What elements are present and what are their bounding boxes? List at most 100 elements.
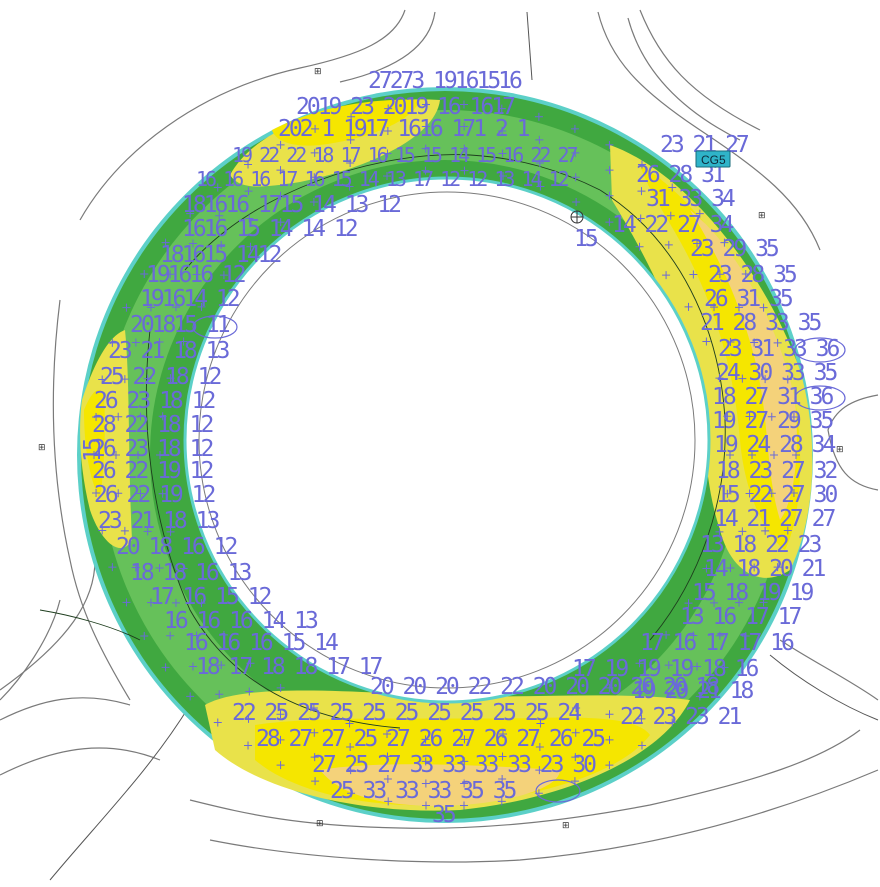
survey-cross [792, 451, 800, 459]
contour-line-east [599, 189, 726, 641]
survey-cross [244, 741, 253, 750]
reading-label: 19 27 29 35 [712, 408, 832, 434]
survey-cross [535, 159, 544, 168]
survey-cross [421, 100, 430, 109]
reading-label: 16 16 16 14 13 [164, 608, 318, 634]
survey-cross [421, 122, 430, 131]
survey-cross [605, 683, 614, 692]
reading-label: 20 18 16 12 [116, 534, 236, 560]
reading-label: 2019 23 2019 16 1617 [296, 94, 515, 120]
zone-east-pale [690, 210, 797, 520]
survey-cross [310, 728, 319, 737]
reading-label: 24 30 33 35 [716, 360, 836, 386]
survey-cross [131, 563, 140, 572]
survey-cross [345, 719, 354, 728]
survey-cross [783, 375, 792, 384]
road-edge-north-line [526, 11, 533, 81]
survey-cross [276, 218, 285, 227]
survey-cross [571, 148, 580, 157]
survey-cross [783, 526, 792, 535]
survey-cross [534, 112, 543, 121]
survey-cross [637, 160, 646, 169]
survey-cross [767, 412, 776, 421]
survey-cross [346, 766, 355, 775]
reading-label: 15 18 19 19 [692, 580, 813, 606]
survey-cross [311, 124, 320, 133]
contour-label: 15 [574, 226, 597, 252]
survey-cross [761, 526, 770, 535]
road-edge-south-outer [189, 729, 861, 829]
survey-cross [245, 214, 254, 223]
survey-cross [689, 631, 698, 640]
survey-cross [536, 182, 545, 191]
survey-cross [726, 564, 735, 573]
survey-cross [715, 631, 724, 640]
survey-cross [460, 735, 469, 744]
survey-cross [498, 126, 507, 135]
survey-point-icon [570, 210, 584, 224]
survey-cross [498, 752, 507, 761]
road-marker-icon: ⊞ [562, 821, 570, 831]
survey-cross [276, 191, 285, 200]
survey-cross [276, 683, 285, 692]
survey-cross [346, 159, 355, 168]
survey-cross [498, 730, 507, 739]
survey-cross [112, 451, 120, 459]
survey-cross [245, 687, 254, 696]
survey-cross [421, 801, 430, 810]
survey-cross [143, 527, 152, 536]
survey-cross [460, 166, 469, 175]
survey-cross [715, 374, 724, 383]
survey-cross [635, 659, 644, 668]
survey-cross [244, 187, 253, 196]
reading-label: 17 16 15 12 [150, 584, 270, 610]
survey-cross [384, 797, 393, 806]
survey-cross [460, 144, 469, 153]
survey-cross [668, 183, 677, 192]
road-edge-n-inner [339, 11, 436, 83]
survey-cross [460, 122, 469, 131]
road-marker-icons: ⊞ ⊞ ⊞ ⊞ ⊞ ⊞ [38, 67, 844, 831]
reading-label: 13 16 17 17 [680, 604, 801, 630]
survey-cross [215, 211, 224, 220]
survey-cross [108, 563, 117, 572]
survey-cross [636, 214, 645, 223]
survey-cross [276, 761, 285, 770]
survey-cross [498, 775, 507, 784]
survey-cross [637, 741, 646, 750]
survey-cross [759, 303, 768, 312]
reading-label: 25 22 18 12 [100, 364, 220, 390]
survey-cross [738, 527, 747, 536]
survey-cross [309, 197, 318, 206]
survey-cross [171, 598, 180, 607]
road-edge-sw-3 [49, 704, 191, 881]
road-edge-sw-2 [0, 747, 161, 776]
survey-cross-markers [90, 100, 800, 810]
survey-cross [664, 661, 673, 670]
survey-cross [276, 735, 285, 744]
survey-cross [605, 218, 614, 227]
survey-cross [136, 489, 145, 498]
survey-cross [186, 692, 195, 701]
survey-cross [498, 171, 507, 180]
survey-cross [572, 704, 581, 713]
survey-cross [192, 270, 201, 279]
reading-label: 14 21 27 27 [714, 506, 835, 532]
survey-cross [158, 489, 167, 498]
survey-cross [497, 104, 506, 113]
survey-cross [605, 191, 614, 200]
survey-cross [383, 126, 392, 135]
reading-label: 18 18 16 13 [130, 560, 251, 586]
survey-cross [383, 752, 392, 761]
road-edge-se-inner [769, 654, 879, 721]
survey-cross [158, 412, 167, 421]
survey-cross [197, 599, 206, 608]
survey-cross [715, 270, 724, 279]
reading-label: 27 25 27 33 33 33 33 23 30 [312, 752, 596, 778]
zone-north-bright [272, 99, 420, 146]
survey-cross [745, 412, 754, 421]
cg5-label: CG5 [701, 153, 726, 167]
survey-cross [695, 209, 704, 218]
survey-cross [309, 704, 318, 713]
